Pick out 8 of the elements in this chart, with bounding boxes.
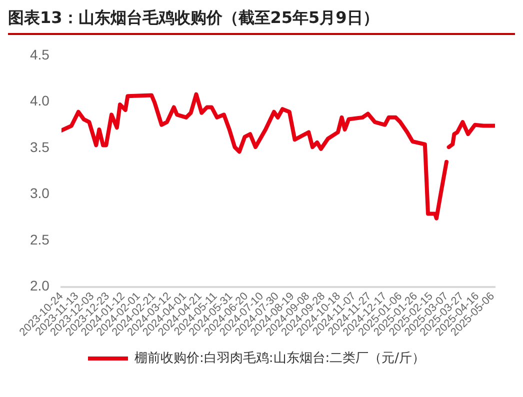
y-tick-label: 3.0 <box>30 185 50 202</box>
y-tick-label: 2.0 <box>30 278 50 294</box>
y-tick-label: 3.5 <box>30 138 50 155</box>
chart-title: 图表13：山东烟台毛鸡收购价（截至25年5月9日） <box>8 8 515 35</box>
y-tick-label: 2.5 <box>30 231 50 248</box>
legend-label: 棚前收购价:白羽肉毛鸡:山东烟台:二类厂（元/斤） <box>134 350 426 366</box>
y-tick-label: 4.0 <box>30 92 50 109</box>
y-tick-label: 4.5 <box>30 46 50 62</box>
